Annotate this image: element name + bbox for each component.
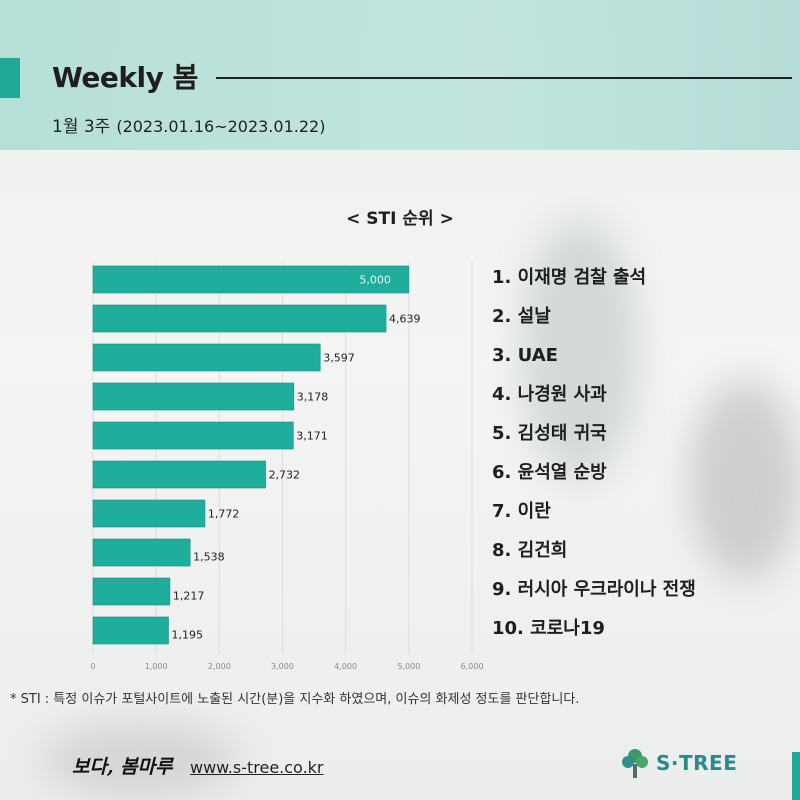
bar [92, 538, 191, 567]
bar [92, 499, 206, 528]
bar-value-label: 3,178 [297, 391, 329, 404]
week-label: 1월 3주 [52, 117, 111, 137]
rank-item: 6. 윤석열 순방 [492, 462, 607, 483]
page-title: Weekly 봄 [52, 61, 198, 94]
bar [92, 382, 295, 411]
bar [92, 343, 321, 372]
bar-value-label: 1,538 [193, 551, 225, 564]
bar-value-label: 1,195 [171, 629, 203, 642]
bar [92, 616, 169, 645]
rank-item: 3. UAE [492, 345, 558, 366]
rank-item: 10. 코로나19 [492, 618, 605, 639]
background-blur [520, 220, 640, 480]
bar [92, 460, 266, 489]
rank-item: 2. 설날 [492, 306, 551, 327]
bar-value-label: 1,217 [173, 590, 205, 603]
bar-value-label: 4,639 [389, 313, 421, 326]
x-tick-label: 3,000 [271, 662, 294, 671]
x-tick-label: 5,000 [397, 662, 420, 671]
accent-bar-right [792, 752, 800, 800]
x-tick-label: 6,000 [461, 662, 484, 671]
x-tick-label: 4,000 [334, 662, 357, 671]
date-range: (2023.01.16~2023.01.22) [116, 117, 326, 136]
rank-item: 9. 러시아 우크라이나 전쟁 [492, 579, 696, 600]
background-blur [690, 380, 800, 580]
rank-item: 1. 이재명 검찰 출석 [492, 267, 647, 288]
bar-value-label: 1,772 [208, 508, 240, 521]
rank-item: 5. 김성태 귀국 [492, 423, 607, 444]
rank-item: 4. 나경원 사과 [492, 384, 607, 405]
background-blur [40, 720, 240, 800]
title-rule [216, 77, 792, 79]
footer-logo: 보다, 봄마루 [72, 756, 173, 778]
bar-value-label: 2,732 [269, 469, 301, 482]
accent-bar-left [0, 58, 20, 98]
tree-icon [622, 749, 648, 778]
footnote: * STI : 특정 이슈가 포털사이트에 노출된 시간(분)을 지수화 하였으… [10, 692, 580, 707]
bar [92, 421, 294, 450]
bar-value-label: 5,000 [359, 274, 391, 287]
x-tick-label: 1,000 [145, 662, 168, 671]
brand-name: S·TREE [656, 751, 738, 775]
x-tick-label: 2,000 [208, 662, 231, 671]
bar [92, 577, 171, 606]
bar-value-label: 3,171 [296, 430, 328, 443]
rank-item: 7. 이란 [492, 501, 551, 522]
bar-value-label: 3,597 [323, 352, 355, 365]
bar [92, 265, 410, 294]
chart-title: < STI 순위 > [346, 209, 454, 229]
bar [92, 304, 387, 333]
x-tick-label: 0 [90, 662, 95, 671]
brand-logo: S·TREE [620, 746, 737, 780]
header-band [0, 0, 800, 150]
rank-item: 8. 김건희 [492, 540, 568, 561]
footer-url-link[interactable]: www.s-tree.co.kr [190, 758, 324, 777]
rank-list: 1. 이재명 검찰 출석 2. 설날 3. UAE 4. 나경원 사과 5. 김성태 귀… [492, 262, 696, 652]
page-subtitle: 1월 3주 (2023.01.16~2023.01.22) [52, 112, 325, 137]
